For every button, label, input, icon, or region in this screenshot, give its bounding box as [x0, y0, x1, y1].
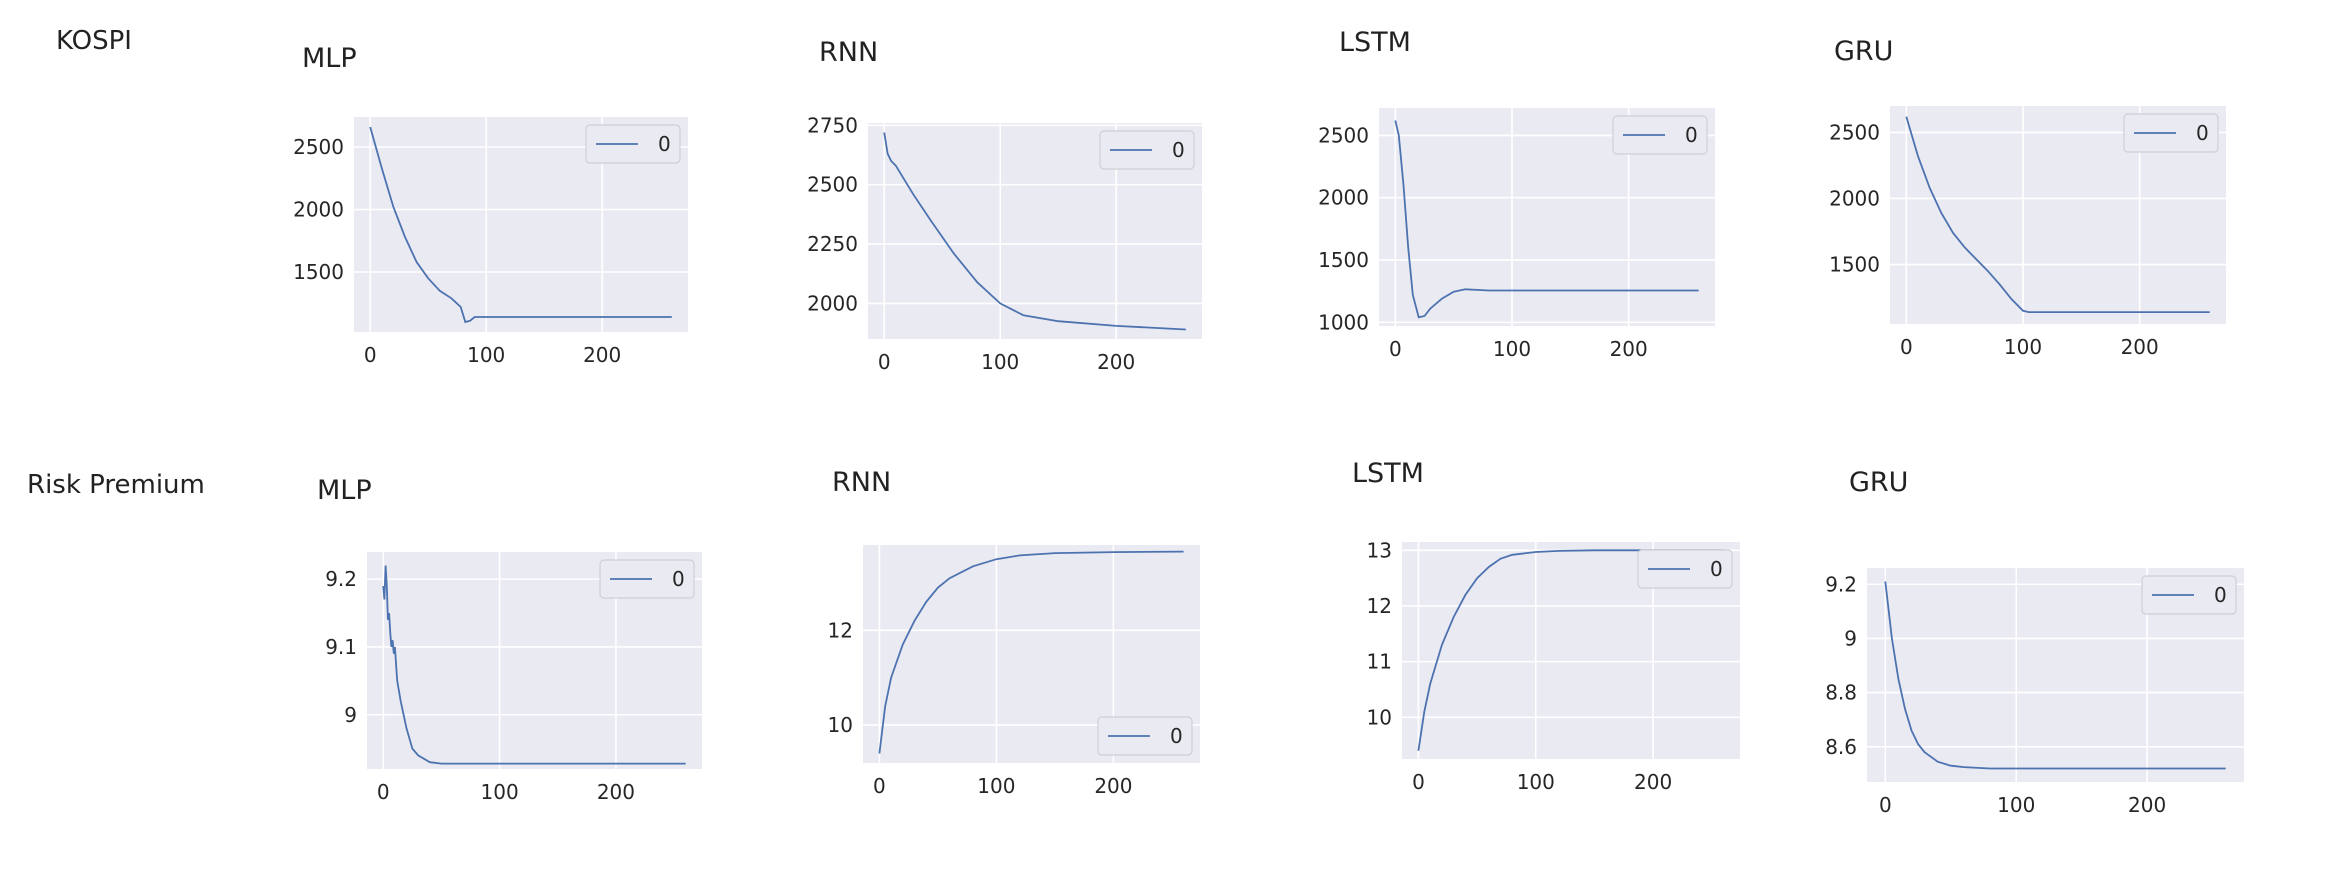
y-tick-label: 2000 [1318, 186, 1369, 210]
legend-label: 0 [1710, 557, 1723, 581]
x-tick-label: 0 [1879, 793, 1892, 817]
legend-label: 0 [2196, 121, 2209, 145]
x-tick-label: 200 [583, 343, 621, 367]
x-tick-label: 0 [377, 780, 390, 804]
x-tick-label: 100 [1493, 337, 1531, 361]
series-line [883, 132, 1186, 331]
y-tick-label: 13 [1367, 538, 1392, 562]
chart-title: GRU [1834, 36, 1894, 67]
x-tick-label: 0 [1389, 337, 1402, 361]
y-tick-label: 9 [1844, 626, 1857, 650]
series-line [878, 550, 1184, 754]
x-tick-label: 200 [1094, 774, 1132, 798]
y-tick-label: 2000 [293, 198, 344, 222]
y-tick-label: 9.2 [1825, 572, 1857, 596]
y-tick-label: 1000 [1318, 310, 1369, 334]
chart-title: MLP [317, 475, 372, 506]
x-tick-label: 100 [977, 774, 1015, 798]
y-tick-label: 8.8 [1825, 681, 1857, 705]
series-line [1884, 581, 2226, 770]
x-tick-label: 0 [878, 350, 891, 374]
y-tick-label: 2500 [1318, 123, 1369, 147]
legend-label: 0 [1170, 724, 1183, 748]
x-tick-label: 100 [981, 350, 1019, 374]
x-tick-label: 200 [597, 780, 635, 804]
y-tick-label: 2250 [807, 232, 858, 256]
y-tick-label: 9.2 [325, 567, 357, 591]
chart-title: RNN [832, 467, 892, 498]
y-tick-label: 1500 [293, 260, 344, 284]
y-tick-label: 2500 [1829, 120, 1880, 144]
y-tick-label: 10 [828, 713, 853, 737]
row-label-kospi: KOSPI [56, 26, 132, 56]
y-tick-label: 12 [828, 618, 853, 642]
series-line [1394, 120, 1699, 319]
y-tick-label: 8.6 [1825, 735, 1857, 759]
x-tick-label: 100 [481, 780, 519, 804]
y-tick-label: 12 [1367, 594, 1392, 618]
chart-title: LSTM [1352, 458, 1424, 489]
y-tick-label: 9.1 [325, 635, 357, 659]
legend-label: 0 [672, 567, 685, 591]
y-tick-label: 2000 [807, 291, 858, 315]
y-tick-label: 2750 [807, 113, 858, 137]
x-tick-label: 100 [467, 343, 505, 367]
chart-title: RNN [819, 37, 879, 68]
y-tick-label: 10 [1367, 705, 1392, 729]
y-tick-label: 2000 [1829, 186, 1880, 210]
y-tick-label: 2500 [807, 173, 858, 197]
x-tick-label: 100 [2004, 335, 2042, 359]
y-tick-label: 1500 [1829, 253, 1880, 277]
row-label-risk-premium: Risk Premium [27, 470, 205, 500]
y-tick-label: 1500 [1318, 248, 1369, 272]
x-tick-label: 0 [1412, 770, 1425, 794]
x-tick-label: 100 [1997, 793, 2035, 817]
x-tick-label: 100 [1517, 770, 1555, 794]
series-line [382, 565, 686, 765]
y-tick-label: 9 [344, 703, 357, 727]
legend-label: 0 [2214, 583, 2227, 607]
x-tick-label: 0 [364, 343, 377, 367]
series-line [369, 126, 672, 324]
chart-title: GRU [1849, 467, 1909, 498]
x-tick-label: 0 [1900, 335, 1913, 359]
x-tick-label: 200 [2121, 335, 2159, 359]
x-tick-label: 200 [1097, 350, 1135, 374]
series-line [1417, 549, 1724, 751]
x-tick-label: 200 [2128, 793, 2166, 817]
y-tick-label: 11 [1367, 650, 1392, 674]
x-tick-label: 200 [1634, 770, 1672, 794]
legend-label: 0 [1685, 123, 1698, 147]
y-tick-label: 2500 [293, 135, 344, 159]
x-tick-label: 0 [873, 774, 886, 798]
legend-label: 0 [1172, 138, 1185, 162]
chart-title: LSTM [1339, 27, 1411, 58]
legend-label: 0 [658, 132, 671, 156]
series-line [1905, 116, 2210, 314]
chart-title: MLP [302, 43, 357, 74]
x-tick-label: 200 [1610, 337, 1648, 361]
